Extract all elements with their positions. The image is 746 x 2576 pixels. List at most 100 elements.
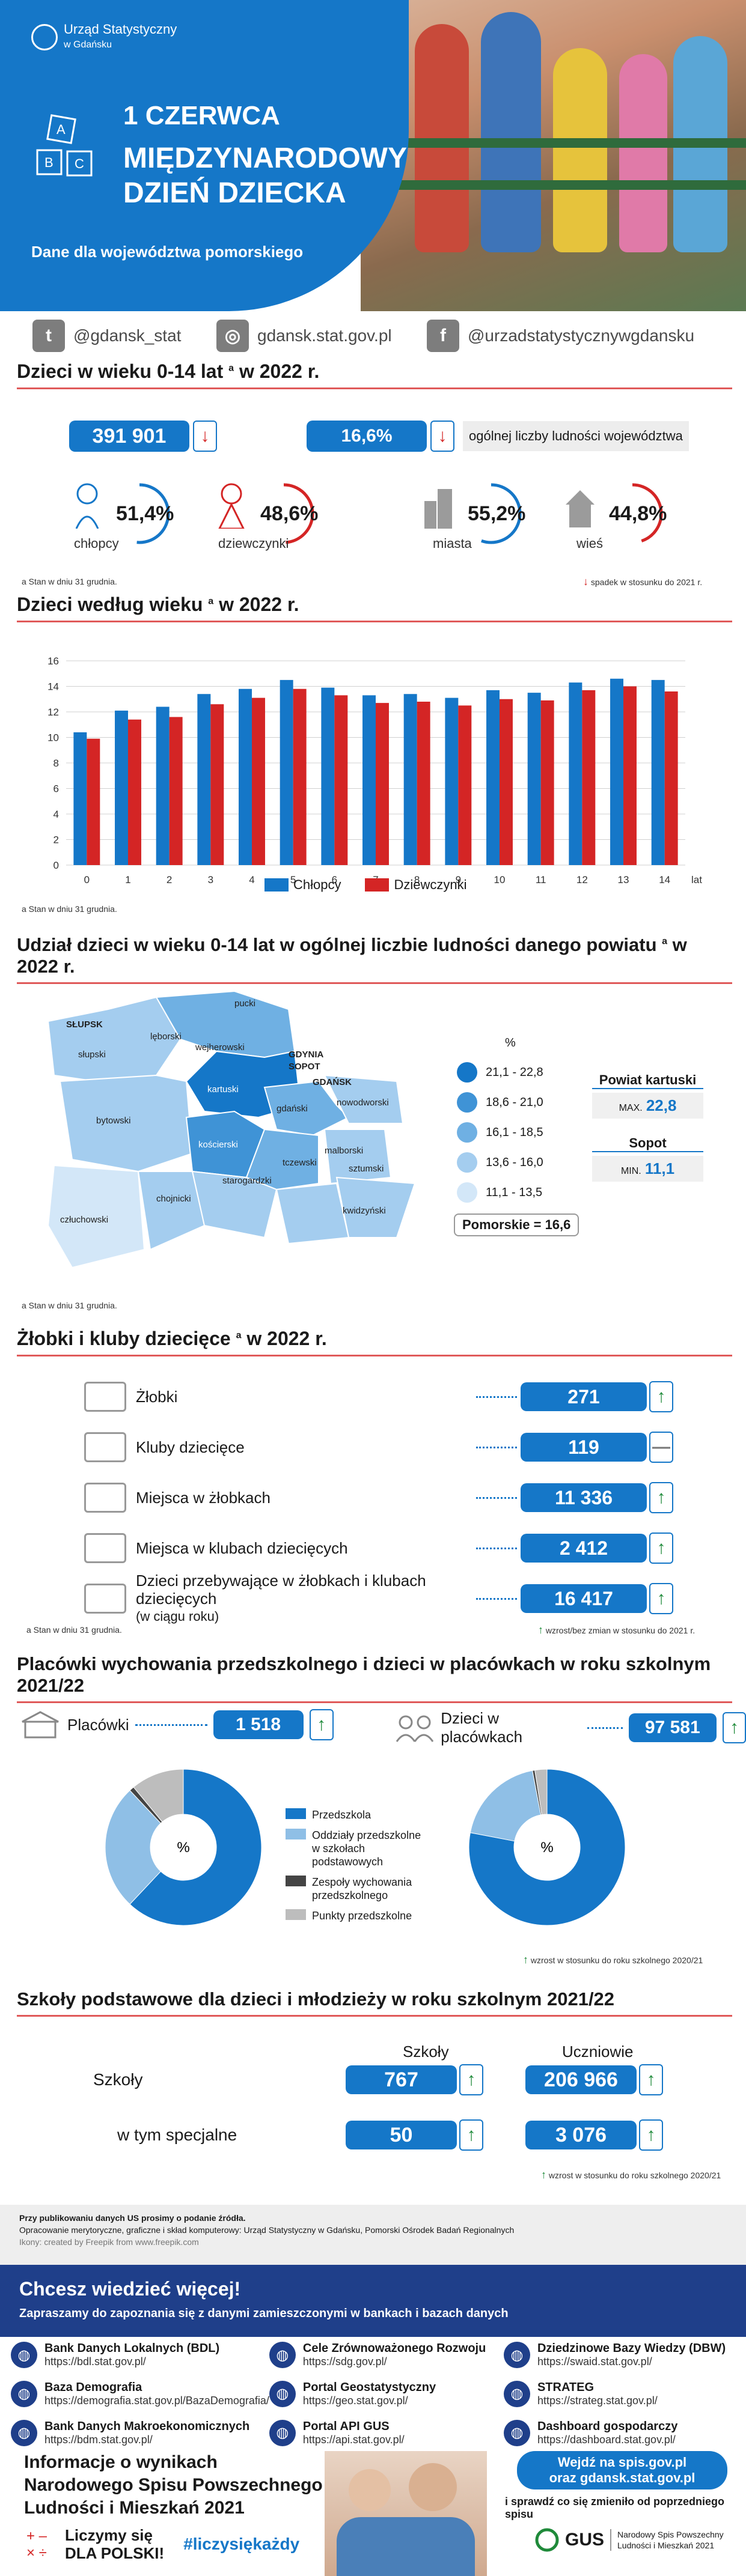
nursery-row-label: Miejsca w żłobkach [136, 1489, 271, 1507]
header-title-line2: DZIEŃ DZIECKA [123, 177, 346, 209]
child-icon [84, 1584, 126, 1614]
social-facebook[interactable]: f @urzadstatystycznywgdansku [427, 320, 694, 352]
resources-grid: ◍ Bank Danych Lokalnych (BDL) https://bdl.… [11, 2340, 738, 2448]
preschool-count: Placówki 1 518 ↑ [19, 1709, 334, 1740]
nursery-building-icon [84, 1382, 126, 1412]
x-tick-label: 5 [290, 874, 296, 886]
y-tick-label: 12 [47, 706, 59, 718]
bar-boys [610, 678, 623, 865]
svg-text:gdański: gdański [277, 1104, 308, 1114]
bar-girls [664, 691, 678, 865]
up-arrow-icon: ↑ [639, 2119, 663, 2151]
resource-link[interactable]: ◍ Cele Zrównoważonego Rozwoju https://sdg.… [269, 2340, 504, 2371]
credits: Przy publikowaniu danych US prosimy o po… [0, 2205, 746, 2265]
us-logo-icon [31, 24, 58, 50]
resource-link[interactable]: ◍ Dziedzinowe Bazy Wiedzy (DBW) https://sw… [503, 2340, 738, 2371]
x-tick-label: 4 [249, 874, 254, 886]
gus-logo-icon [535, 2528, 559, 2552]
svg-text:nowodworski: nowodworski [337, 1098, 389, 1108]
section-title: Udział dzieci w wieku 0-14 lat w ogólnej… [17, 934, 687, 977]
bar-boys [527, 693, 541, 865]
x-tick-label: 14 [659, 874, 670, 886]
facebook-icon: f [427, 320, 459, 352]
census-cta[interactable]: Wejdź na spis.gov.pl oraz gdansk.stat.go… [517, 2451, 727, 2489]
children-icon [396, 1715, 434, 1742]
database-icon: ◍ [269, 2342, 296, 2369]
resource-link[interactable]: ◍ Portal API GUS https://api.stat.gov.pl/ [269, 2417, 504, 2448]
cities-stat: 55,2% miasta [421, 481, 541, 553]
bar-boys [403, 694, 417, 865]
cities-ring [460, 483, 522, 544]
database-icon: ◍ [11, 2419, 37, 2446]
resource-link[interactable]: ◍ Dashboard gospodarczy https://dashboard.… [503, 2417, 738, 2448]
nursery-row: Żłobki 271 ↑ [84, 1376, 673, 1418]
svg-text:× ÷: × ÷ [26, 2545, 47, 2561]
section-preschool: Placówki wychowania przedszkolnego i dzi… [17, 1653, 732, 1703]
svg-text:GDYNIA: GDYNIA [289, 1050, 324, 1060]
globe-icon: ◎ [216, 320, 249, 352]
nursery-row: Miejsca w żłobkach 11 336 ↑ [84, 1477, 673, 1519]
bar-boys [239, 688, 252, 865]
total-children-stat: 391 901 ↓ [69, 421, 217, 452]
share-stat: 16,6% ↓ ogólnej liczby ludności wojewódz… [307, 421, 689, 452]
schools-row: Szkoły 767 ↑ 206 966 ↑ [93, 2064, 694, 2095]
bar-girls [252, 697, 265, 865]
resource-link[interactable]: ◍ STRATEG https://strateg.stat.gov.pl/ [503, 2379, 738, 2410]
donut-slice [469, 1770, 542, 1842]
bar-boys [197, 694, 211, 865]
x-tick-label: 9 [456, 874, 461, 886]
svg-text:A: A [57, 122, 66, 137]
database-icon: ◍ [503, 2419, 530, 2446]
resource-link[interactable]: ◍ Portal Geostatystyczny https://geo.stat.… [269, 2379, 504, 2410]
bar-girls [334, 695, 348, 865]
girl-icon [218, 483, 245, 529]
section-primary-schools: Szkoły podstawowe dla dzieci i młodzieży… [17, 1988, 732, 2017]
down-arrow-icon: ↓ [193, 421, 217, 452]
y-tick-label: 2 [54, 834, 59, 846]
boy-icon [75, 483, 99, 529]
x-tick-label: 13 [618, 874, 629, 886]
database-icon: ◍ [11, 2342, 37, 2369]
resource-link[interactable]: ◍ Bank Danych Lokalnych (BDL) https://bdl.… [11, 2340, 269, 2371]
plus-minus-icon: + –× ÷ [26, 2528, 47, 2561]
gus-logo: GUS Narodowy Spis Powszechny Ludności i M… [535, 2528, 724, 2552]
svg-text:starogardzki: starogardzki [222, 1176, 272, 1186]
database-icon: ◍ [11, 2380, 37, 2407]
girls-stat: 48,6% dziewczynki [213, 481, 346, 553]
x-tick-label: 10 [494, 874, 506, 886]
database-icon: ◍ [269, 2380, 296, 2407]
special-schools-row: w tym specjalne 50 ↑ 3 076 ↑ [117, 2119, 694, 2151]
y-tick-label: 0 [54, 860, 59, 871]
donut-slice [133, 1769, 184, 1823]
legend-swatch-boys [264, 878, 289, 892]
pomorskie-map: pucki SŁUPSK lęborski wejherowski GDYNIA… [47, 990, 416, 1269]
bar-girls [293, 688, 307, 865]
resource-link[interactable]: ◍ Bank Danych Makroekonomicznych https://b… [11, 2417, 269, 2448]
up-arrow-icon: ↑ [523, 1954, 528, 1966]
bar-girls [376, 703, 389, 865]
social-twitter[interactable]: t @gdansk_stat [32, 320, 181, 352]
y-tick-label: 10 [47, 732, 59, 744]
header-date: 1 CZERWCA [123, 101, 280, 130]
resource-link[interactable]: ◍ Baza Demografia https://demografia.stat.… [11, 2379, 269, 2410]
section-title: Dzieci w wieku 0-14 lat a w 2022 r. [17, 360, 320, 382]
x-tick-label: 1 [125, 874, 130, 886]
x-tick-label: 0 [84, 874, 90, 886]
abc-blocks-icon: A B C [36, 114, 93, 177]
up-arrow-icon: ↑ [459, 2064, 483, 2095]
svg-text:B: B [44, 155, 54, 170]
svg-text:SŁUPSK: SŁUPSK [66, 1019, 103, 1030]
social-website[interactable]: ◎ gdansk.stat.gov.pl [216, 320, 392, 352]
y-tick-label: 14 [47, 681, 59, 693]
bar-girls [169, 717, 183, 865]
up-arrow-icon: ↑ [649, 1482, 673, 1513]
bar-boys [486, 690, 500, 865]
no-change-icon: — [649, 1432, 673, 1463]
social-bar: t @gdansk_stat ◎ gdansk.stat.gov.pl f @u… [0, 311, 746, 359]
database-icon: ◍ [503, 2380, 530, 2407]
donut-center-label: % [177, 1839, 189, 1856]
nursery-row-label: Kluby dziecięce [136, 1438, 245, 1456]
svg-text:słupski: słupski [78, 1050, 106, 1060]
svg-text:wejherowski: wejherowski [195, 1042, 245, 1053]
bar-girls [417, 702, 430, 865]
